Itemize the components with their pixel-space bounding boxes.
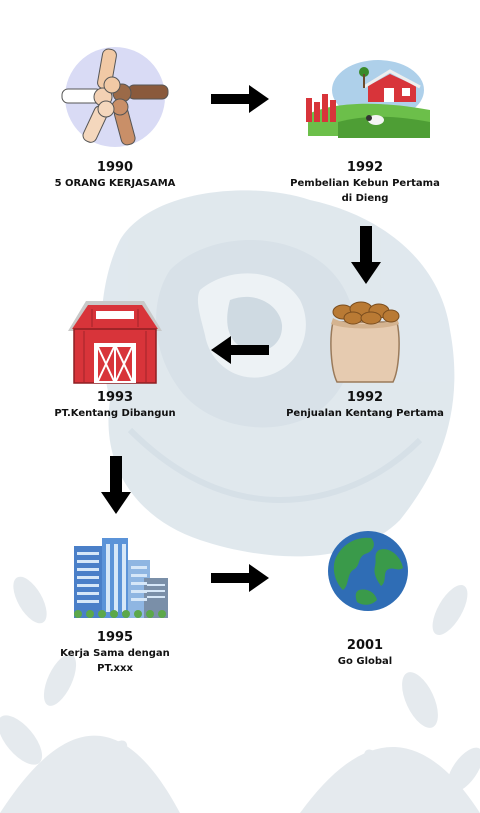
node-year: 1992 (346, 160, 384, 175)
node-label: Kerja Sama dengan PT.xxx (60, 648, 170, 674)
office-buildings-icon (74, 538, 168, 618)
timeline-node-1992-kebun: 1992 Pembelian Kebun Pertama di Dieng (290, 160, 440, 206)
arrow-right-icon (211, 564, 269, 592)
node-label: Penjualan Kentang Pertama (286, 408, 444, 419)
node-year: 1992 (346, 390, 384, 405)
arrow-left-icon (211, 336, 269, 364)
potato-sack-icon (330, 301, 400, 383)
node-year: 1995 (96, 630, 134, 645)
node-year: 1990 (96, 160, 134, 175)
node-year: 2001 (346, 638, 384, 653)
timeline-node-1995: 1995 Kerja Sama dengan PT.xxx (50, 630, 180, 676)
teamwork-fists-icon (61, 47, 169, 147)
node-label: 5 ORANG KERJASAMA (54, 178, 176, 189)
arrow-down-icon (351, 226, 381, 284)
node-label: PT.Kentang Dibangun (54, 408, 176, 419)
timeline-node-1990: 1990 5 ORANG KERJASAMA (40, 160, 190, 191)
timeline-node-1993: 1993 PT.Kentang Dibangun (40, 390, 190, 421)
red-barn-icon (68, 301, 162, 384)
arrow-down-icon (101, 456, 131, 514)
leaf-decoration (0, 576, 480, 813)
farm-field-icon (306, 60, 430, 138)
timeline-node-1992-penjualan: 1992 Penjualan Kentang Pertama (270, 390, 460, 421)
globe-icon (328, 531, 408, 611)
node-label: Go Global (337, 656, 393, 667)
node-label: Pembelian Kebun Pertama di Dieng (290, 178, 440, 204)
node-year: 1993 (96, 390, 134, 405)
timeline-node-2001: 2001 Go Global (300, 638, 430, 669)
arrow-right-icon (211, 85, 269, 113)
